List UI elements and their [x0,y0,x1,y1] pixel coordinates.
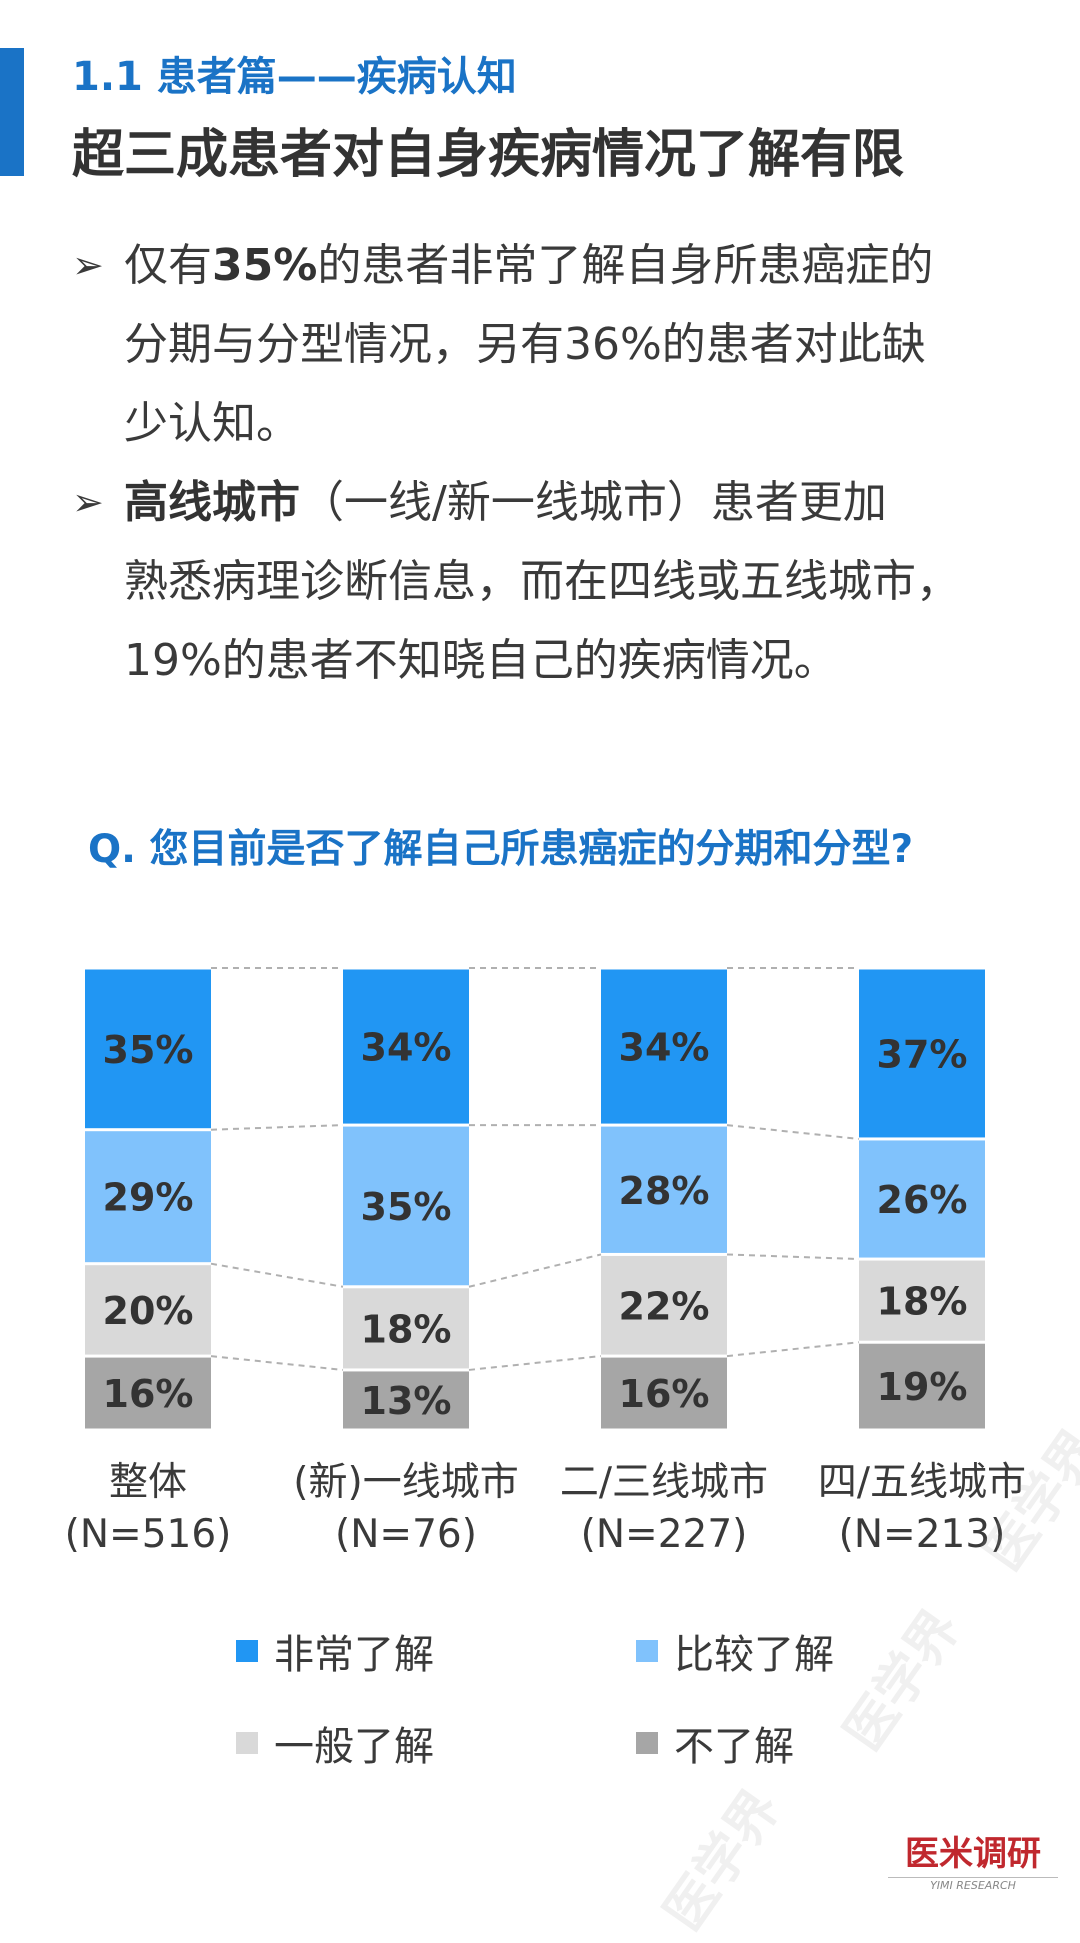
chart-legend: 非常了解 比较了解一般了解 不了解 [236,1622,936,1782]
bar-segment [859,1260,985,1341]
category-label: 四/五线城市 [818,1460,1026,1505]
category-label: 二/三线城市 [560,1460,768,1505]
bullet-arrow-icon: ➢ [72,480,104,524]
bar-segment [343,1288,469,1369]
bar-segment [601,969,727,1124]
connector-line [726,1124,860,1140]
data-label: 13% [361,1379,452,1423]
data-label: 26% [877,1178,968,1222]
legend-label: 不了解 [674,1724,794,1770]
bullet-line: 熟悉病理诊断信息，而在四线或五线城市， [124,542,1032,621]
section-label: 1.1 患者篇——疾病认知 [72,54,517,100]
legend-item: 不了解 [636,1714,794,1772]
bullet-line: 少认知。 [124,384,1032,463]
legend-swatch [236,1640,258,1662]
bar-segment [85,1357,211,1429]
bar-segment [85,969,211,1129]
bullet-text: 少认知。 [124,398,300,449]
category-label: (新)一线城市 [293,1460,518,1505]
legend-label: 比较了解 [674,1632,834,1678]
data-label: 35% [103,1028,194,1072]
stacked-bar-chart: 35% 29% 20% 16% 整体 (N=516) 34% 35% 18% 13% (新)一线城市… [65,967,1026,1557]
bullet-list: ➢ 仅有35%的患者非常了解自身所患癌症的分期与分型情况，另有36%的患者对此缺少… [72,226,1032,700]
data-label: 37% [877,1032,968,1076]
bar-segment [343,969,469,1124]
data-label: 16% [103,1372,194,1416]
bullet-text: （一线/新一线城市）患者更加 [300,477,887,528]
bullet-highlight: 35% [212,240,318,291]
bar-segment [85,1131,211,1263]
bullet-text: 熟悉病理诊断信息，而在四线或五线城市， [124,556,960,607]
data-label: 18% [361,1307,452,1351]
bullet-line: 分期与分型情况，另有36%的患者对此缺 [124,305,1032,384]
legend-item: 比较了解 [636,1622,834,1680]
category-label: (N=227) [581,1512,748,1557]
legend-item: 非常了解 [236,1622,434,1680]
brand-logo-subtext: YIMI RESEARCH [888,1877,1058,1892]
bar-segment [601,1126,727,1253]
legend-swatch [636,1640,658,1662]
data-label: 16% [619,1372,710,1416]
bullet-highlight: 高线城市 [124,477,300,528]
bullet-text: 仅有 [124,240,212,291]
connector-line [210,1124,344,1131]
connector-line [468,1355,602,1371]
bullet-line: 高线城市（一线/新一线城市）患者更加 [124,463,1032,542]
section-accent-bar [0,48,24,176]
bullet-line: 仅有35%的患者非常了解自身所患癌症的 [124,226,1032,305]
brand-logo-text: 医米调研 [905,1834,1041,1874]
bullet-text: 分期与分型情况，另有36%的患者对此缺 [124,319,926,370]
data-label: 20% [103,1289,194,1333]
legend-swatch [636,1732,658,1754]
bar-segment [343,1126,469,1286]
bullet-item: ➢ 仅有35%的患者非常了解自身所患癌症的分期与分型情况，另有36%的患者对此缺少… [72,226,1032,463]
bullet-item: ➢ 高线城市（一线/新一线城市）患者更加熟悉病理诊断信息，而在四线或五线城市， 19… [72,463,1032,700]
bar-segment [85,1265,211,1355]
legend-label: 非常了解 [274,1632,434,1678]
connector-line [726,1341,860,1358]
bar-segment [859,1343,985,1429]
page-title: 超三成患者对自身疾病情况了解有限 [72,125,905,185]
data-label: 29% [103,1176,194,1220]
category-label: (N=213) [839,1512,1006,1557]
category-label: 整体 [109,1460,187,1505]
bar-segment [601,1357,727,1429]
data-label: 34% [619,1026,710,1070]
connector-line [468,1253,602,1288]
legend-item: 一般了解 [236,1714,434,1772]
bar-segment [859,969,985,1138]
question-title: Q. 您目前是否了解自己所患癌症的分期和分型? [88,827,914,872]
connector-line [210,1355,344,1371]
connector-line [726,1253,860,1261]
data-label: 34% [361,1026,452,1070]
data-label: 19% [877,1365,968,1409]
brand-logo: 医米调研 YIMI RESEARCH [888,1826,1058,1892]
data-label: 22% [619,1284,710,1328]
bullet-text: 的患者非常了解自身所患癌症的 [317,240,934,291]
legend-label: 一般了解 [274,1724,434,1770]
category-label: (N=516) [65,1512,232,1557]
bar-segment [859,1140,985,1258]
legend-swatch [236,1732,258,1754]
data-label: 18% [877,1280,968,1324]
bullet-arrow-icon: ➢ [72,243,104,287]
connector-line [210,1262,344,1288]
bar-segment [601,1255,727,1355]
bullet-text: 19%的患者不知晓自己的疾病情况。 [124,635,838,686]
watermark: 医学界 [652,1778,792,1942]
category-label: (N=76) [335,1512,477,1557]
bullet-line: 19%的患者不知晓自己的疾病情况。 [124,621,1032,700]
data-label: 35% [361,1185,452,1229]
bar-segment [343,1371,469,1429]
data-label: 28% [619,1169,710,1213]
